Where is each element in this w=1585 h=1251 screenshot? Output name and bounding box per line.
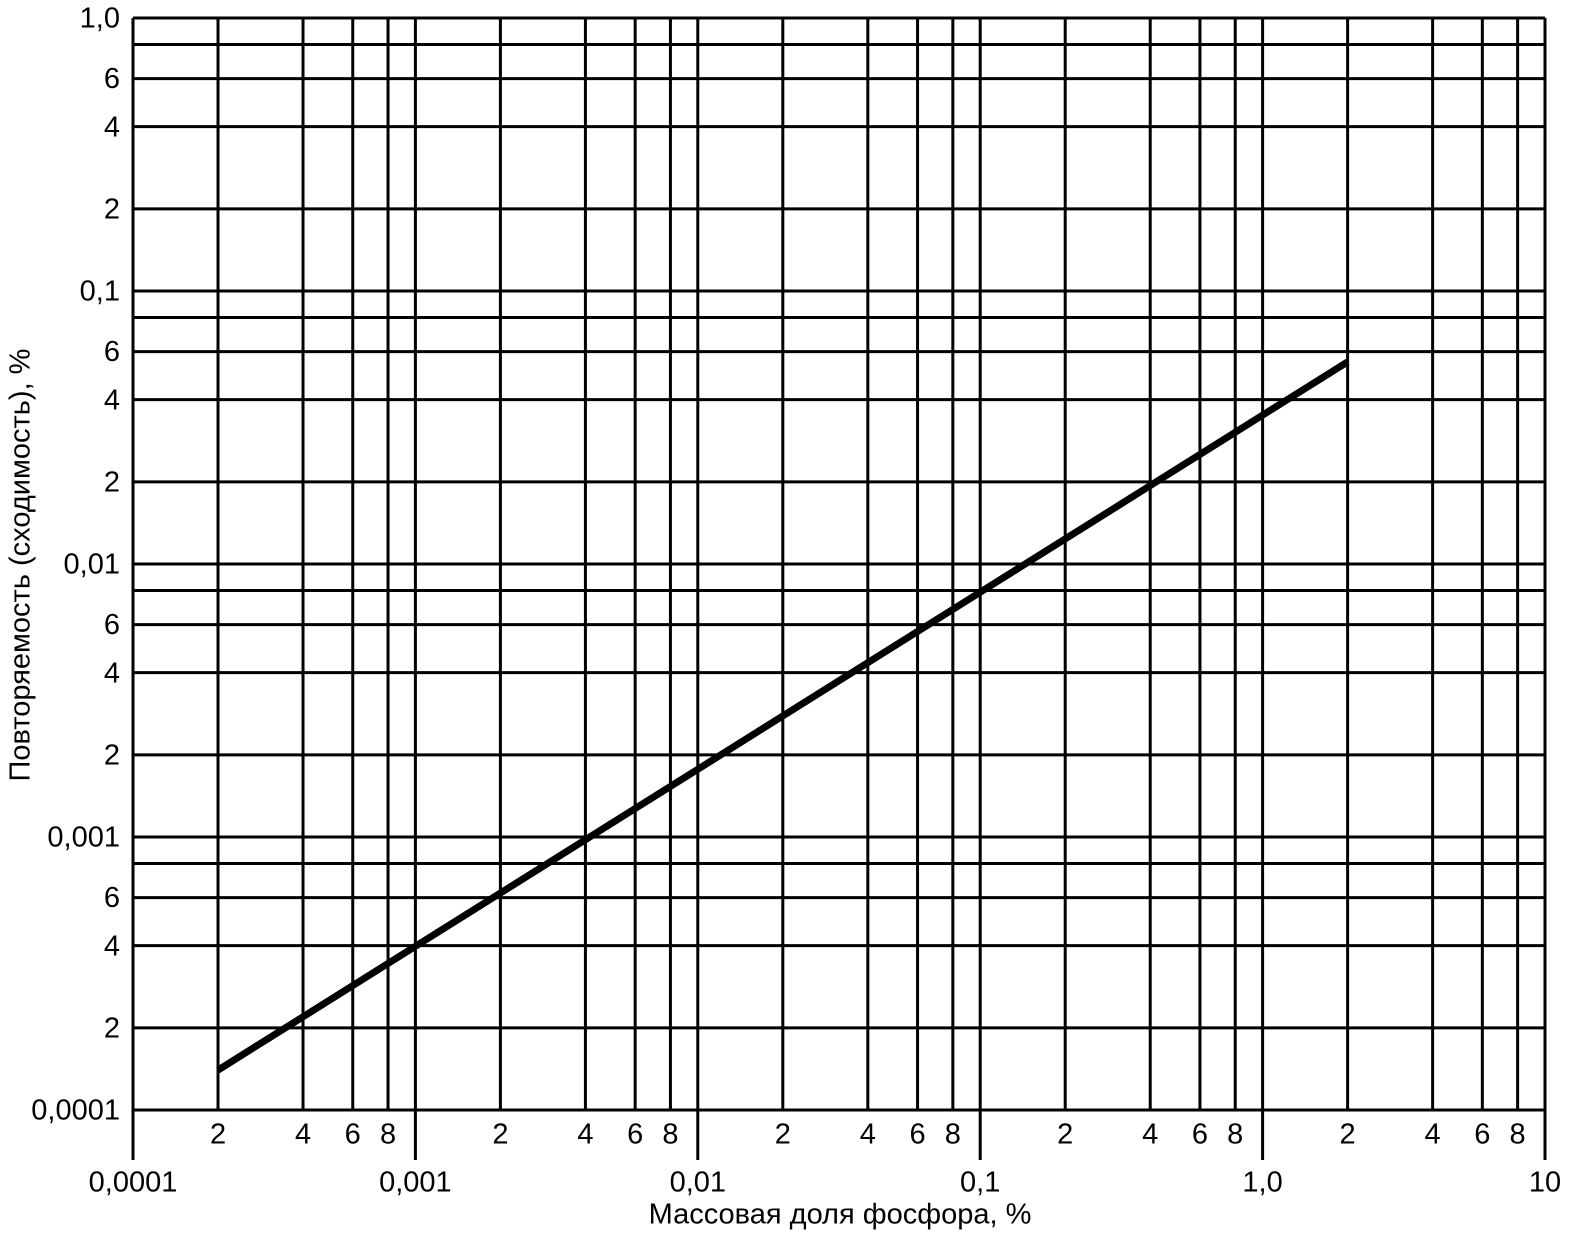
- x-tick-label: 6: [627, 1119, 643, 1151]
- x-tick-label: 8: [945, 1119, 961, 1151]
- y-tick-label: 0,001: [47, 822, 120, 854]
- x-tick-label: 2: [492, 1119, 508, 1151]
- y-tick-label: 6: [104, 882, 120, 914]
- y-tick-label: 2: [104, 193, 120, 225]
- x-tick-label: 2: [775, 1119, 791, 1151]
- x-tick-label: 4: [1425, 1119, 1441, 1151]
- x-tick-label: 8: [662, 1119, 678, 1151]
- y-tick-label: 6: [104, 63, 120, 95]
- x-tick-label: 2: [1057, 1119, 1073, 1151]
- y-tick-label: 1,0: [80, 3, 120, 35]
- y-axis-label: Повторяемость (сходимость), %: [5, 349, 37, 782]
- x-tick-label: 6: [909, 1119, 925, 1151]
- x-tick-label: 2: [1340, 1119, 1356, 1151]
- x-axis-label: Массовая доля фосфора, %: [649, 1199, 1032, 1231]
- y-tick-label: 2: [104, 466, 120, 498]
- y-tick-label: 0,1: [80, 276, 120, 308]
- x-tick-label: 8: [380, 1119, 396, 1151]
- x-tick-label: 10: [1529, 1167, 1561, 1199]
- y-tick-label: 4: [104, 930, 120, 962]
- x-tick-label: 2: [210, 1119, 226, 1151]
- x-tick-label: 4: [577, 1119, 593, 1151]
- x-tick-label: 6: [345, 1119, 361, 1151]
- x-tick-label: 8: [1510, 1119, 1526, 1151]
- x-tick-label: 8: [1227, 1119, 1243, 1151]
- x-tick-label: 0,1: [960, 1167, 1000, 1199]
- x-tick-label: 1,0: [1242, 1167, 1282, 1199]
- y-tick-label: 0,0001: [31, 1095, 120, 1127]
- x-tick-label: 0,01: [670, 1167, 726, 1199]
- y-tick-label: 4: [104, 657, 120, 689]
- y-tick-label: 6: [104, 609, 120, 641]
- x-tick-label: 6: [1192, 1119, 1208, 1151]
- x-tick-label: 0,001: [379, 1167, 452, 1199]
- y-tick-label: 4: [104, 384, 120, 416]
- y-tick-label: 4: [104, 111, 120, 143]
- data-line: [216, 358, 1350, 1074]
- x-tick-label: 4: [860, 1119, 876, 1151]
- x-tick-label: 4: [1142, 1119, 1158, 1151]
- y-tick-label: 6: [104, 336, 120, 368]
- x-tick-label: 6: [1474, 1119, 1490, 1151]
- y-tick-label: 2: [104, 1012, 120, 1044]
- y-tick-label: 2: [104, 739, 120, 771]
- x-tick-label: 0,0001: [89, 1167, 178, 1199]
- x-tick-label: 4: [295, 1119, 311, 1151]
- y-tick-label: 0,01: [64, 549, 120, 581]
